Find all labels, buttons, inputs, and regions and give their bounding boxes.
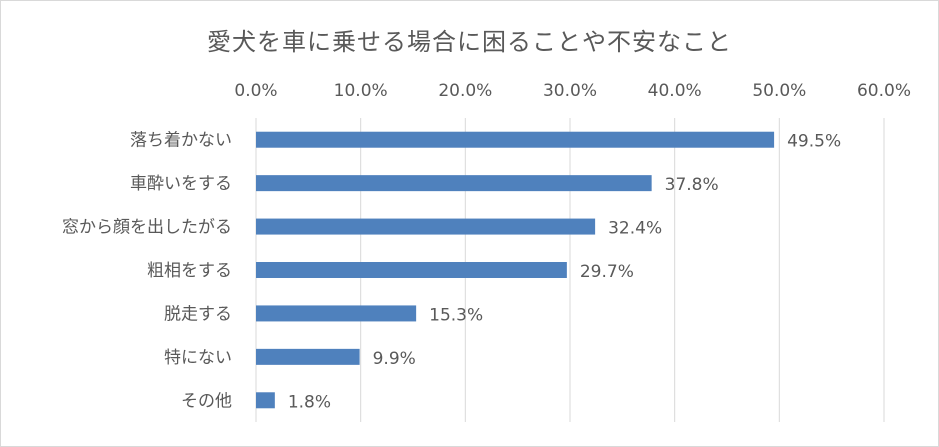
data-label: 9.9%	[373, 349, 416, 369]
data-label: 49.5%	[787, 132, 841, 152]
bar	[256, 392, 275, 409]
x-tick-label: 20.0%	[438, 81, 492, 101]
data-label: 32.4%	[608, 219, 662, 239]
category-label: 車酔いをする	[130, 174, 232, 194]
bar	[256, 175, 652, 192]
x-tick-label: 40.0%	[648, 81, 702, 101]
x-tick-label: 30.0%	[543, 81, 597, 101]
x-tick-label: 0.0%	[234, 81, 277, 101]
category-label: 粗相をする	[147, 261, 232, 281]
bar	[256, 262, 567, 278]
bar	[256, 218, 596, 235]
category-label: 脱走する	[164, 304, 232, 324]
x-tick-label: 60.0%	[857, 81, 911, 101]
category-label: 窓から顔を出したがる	[62, 218, 232, 238]
bar	[256, 348, 360, 365]
category-label: 落ち着かない	[130, 131, 232, 151]
x-tick-label: 50.0%	[752, 81, 806, 101]
data-label: 29.7%	[580, 262, 634, 282]
category-label: その他	[181, 391, 232, 411]
data-label: 15.3%	[429, 305, 483, 325]
x-tick-label: 10.0%	[334, 81, 388, 101]
bar	[256, 305, 417, 322]
data-label: 1.8%	[288, 392, 331, 412]
data-label: 37.8%	[665, 175, 719, 195]
bar	[256, 131, 775, 148]
category-label: 特にない	[164, 348, 232, 368]
chart-title: 愛犬を車に乗せる場合に困ることや不安なこと	[207, 28, 732, 56]
